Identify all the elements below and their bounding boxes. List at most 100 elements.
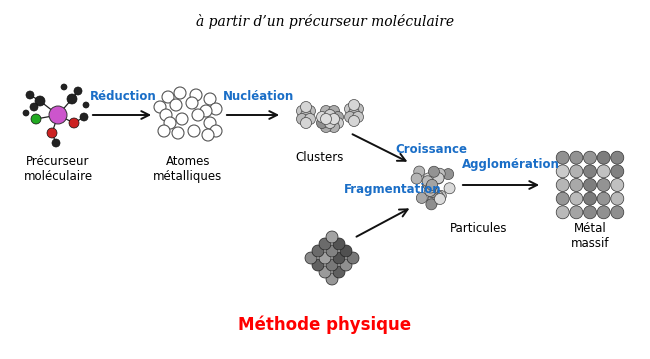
Circle shape: [31, 114, 41, 124]
Circle shape: [434, 194, 445, 205]
Circle shape: [556, 165, 569, 178]
Circle shape: [23, 110, 29, 116]
Circle shape: [347, 252, 359, 264]
Circle shape: [304, 106, 315, 117]
Circle shape: [584, 151, 597, 164]
Circle shape: [352, 112, 363, 122]
Circle shape: [584, 165, 597, 178]
Text: Nucléation: Nucléation: [224, 90, 294, 103]
Circle shape: [423, 173, 434, 184]
Circle shape: [584, 206, 597, 219]
Circle shape: [597, 165, 610, 178]
Circle shape: [202, 129, 214, 141]
Circle shape: [556, 178, 569, 191]
Circle shape: [422, 179, 434, 190]
Circle shape: [333, 117, 343, 129]
Circle shape: [328, 113, 339, 125]
Circle shape: [172, 127, 184, 139]
Circle shape: [426, 199, 437, 210]
Circle shape: [26, 91, 34, 99]
Circle shape: [611, 151, 624, 164]
Circle shape: [319, 266, 331, 278]
Circle shape: [570, 206, 583, 219]
Circle shape: [333, 238, 345, 250]
Circle shape: [611, 206, 624, 219]
Circle shape: [570, 192, 583, 205]
Circle shape: [67, 94, 77, 104]
Circle shape: [162, 91, 174, 103]
Circle shape: [570, 165, 583, 178]
Circle shape: [427, 183, 438, 194]
Circle shape: [319, 252, 331, 264]
Circle shape: [333, 266, 345, 278]
Text: Atomes
métalliques: Atomes métalliques: [153, 155, 222, 183]
Circle shape: [160, 109, 172, 121]
Circle shape: [584, 192, 597, 205]
Circle shape: [597, 206, 610, 219]
Circle shape: [333, 112, 343, 122]
Circle shape: [328, 106, 339, 117]
Circle shape: [570, 178, 583, 191]
Circle shape: [326, 259, 338, 271]
Circle shape: [597, 192, 610, 205]
Circle shape: [427, 187, 438, 197]
Circle shape: [320, 121, 332, 132]
Circle shape: [158, 125, 170, 137]
Text: à partir d’un précurseur moléculaire: à partir d’un précurseur moléculaire: [196, 14, 454, 29]
Text: Métal
massif: Métal massif: [571, 222, 609, 250]
Circle shape: [344, 103, 356, 115]
Circle shape: [74, 87, 82, 95]
Circle shape: [30, 103, 38, 111]
Text: Agglomération: Agglomération: [462, 158, 560, 171]
Circle shape: [186, 97, 198, 109]
Circle shape: [200, 105, 212, 117]
Text: Particules: Particules: [450, 222, 508, 235]
Circle shape: [47, 128, 57, 138]
Circle shape: [416, 192, 427, 204]
Circle shape: [210, 125, 222, 137]
Circle shape: [176, 113, 188, 125]
Circle shape: [324, 117, 335, 129]
Circle shape: [317, 117, 328, 129]
Text: Réduction: Réduction: [90, 90, 157, 103]
Circle shape: [422, 176, 433, 187]
Circle shape: [425, 182, 436, 193]
Circle shape: [170, 99, 182, 111]
Circle shape: [611, 192, 624, 205]
Circle shape: [428, 195, 439, 206]
Circle shape: [324, 109, 335, 121]
Circle shape: [426, 180, 437, 190]
Circle shape: [352, 103, 363, 115]
Circle shape: [333, 252, 345, 264]
Circle shape: [428, 166, 439, 177]
Circle shape: [320, 106, 332, 117]
Circle shape: [444, 183, 455, 194]
Circle shape: [597, 178, 610, 191]
Circle shape: [340, 245, 352, 257]
Circle shape: [164, 117, 176, 129]
Circle shape: [304, 113, 315, 125]
Text: Croissance: Croissance: [395, 143, 467, 156]
Circle shape: [411, 173, 422, 184]
Circle shape: [556, 151, 569, 164]
Circle shape: [190, 89, 202, 101]
Circle shape: [584, 178, 597, 191]
Circle shape: [340, 259, 352, 271]
Circle shape: [433, 173, 444, 184]
Circle shape: [434, 168, 445, 179]
Circle shape: [296, 113, 307, 125]
Circle shape: [556, 206, 569, 219]
Text: Fragmentation: Fragmentation: [344, 183, 441, 196]
Circle shape: [570, 151, 583, 164]
Circle shape: [433, 173, 444, 183]
Text: Clusters: Clusters: [296, 151, 344, 164]
Circle shape: [319, 238, 331, 250]
Circle shape: [80, 113, 88, 121]
Circle shape: [305, 252, 317, 264]
Circle shape: [422, 178, 434, 189]
Circle shape: [328, 121, 339, 132]
Circle shape: [320, 113, 332, 125]
Circle shape: [344, 112, 356, 122]
Circle shape: [426, 179, 437, 190]
Circle shape: [348, 99, 359, 111]
